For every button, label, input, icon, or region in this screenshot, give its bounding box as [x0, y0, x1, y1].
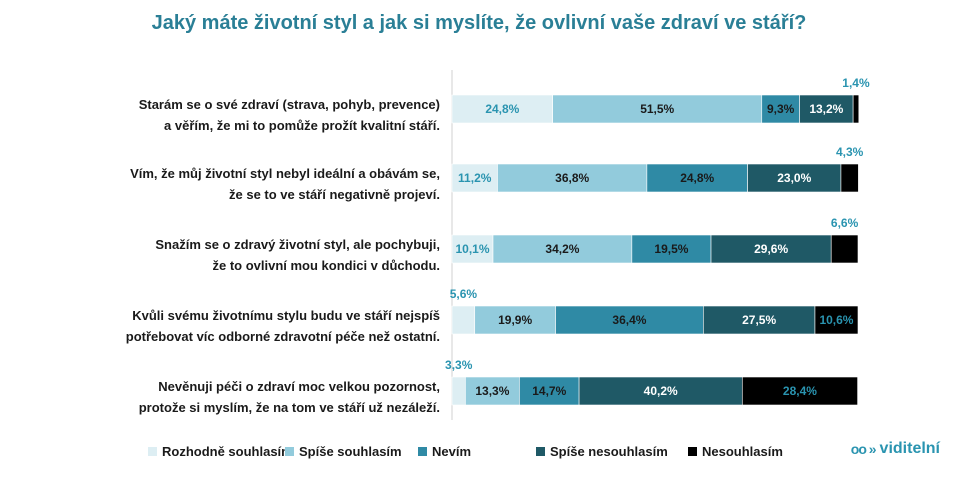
data-label: 10,1% [455, 242, 489, 256]
data-label: 19,9% [498, 313, 532, 327]
stacked-bar-chart: 24,8% 51,5% 9,3% 13,2% 1,4% 11,2% 36,8% 24,8% 23… [445, 70, 870, 420]
bar-segment [830, 234, 859, 264]
category-label: Snažím se o zdravý životní styl, ale poc… [10, 234, 440, 276]
data-label: 24,8% [485, 102, 519, 116]
bar-segment [451, 376, 466, 406]
data-label: 36,4% [612, 313, 646, 327]
data-label: 5,6% [450, 287, 478, 301]
bar-segment [646, 163, 748, 193]
legend-label: Rozhodně souhlasím [162, 444, 293, 459]
category-label: Starám se o své zdraví (strava, pohyb, p… [10, 94, 440, 136]
legend-swatch [536, 447, 545, 456]
bar-segment [703, 305, 816, 335]
category-label-line: Kvůli svému životnímu stylu budu ve stář… [132, 308, 440, 323]
data-label: 1,4% [842, 76, 870, 90]
legend-item: Spíše souhlasím [285, 444, 402, 459]
data-label: 24,8% [680, 171, 714, 185]
legend-swatch [285, 447, 294, 456]
legend-item: Nesouhlasím [688, 444, 783, 459]
legend-label: Spíše souhlasím [299, 444, 402, 459]
data-label: 13,2% [809, 102, 843, 116]
bar-segment [799, 94, 854, 124]
category-label-line: protože si myslím, že na tom ve stáří už… [138, 400, 440, 415]
category-label-line: a věřím, že mi to pomůže prožít kvalitní… [164, 118, 440, 133]
data-label: 6,6% [831, 216, 859, 230]
brand-mark-icon: oo » [850, 441, 877, 457]
bar-segment [451, 305, 476, 335]
bar-segment [474, 305, 556, 335]
bar-segment [552, 94, 763, 124]
legend-label: Nevím [432, 444, 472, 459]
bar-segment [465, 376, 520, 406]
bar-segment [710, 234, 832, 264]
bar-segment [451, 163, 498, 193]
data-label: 19,5% [654, 242, 688, 256]
bar-segment [492, 234, 633, 264]
legend: Rozhodně souhlasím Spíše souhlasím Nevím Sp… [0, 444, 958, 464]
category-label-line: Starám se o své zdraví (strava, pohyb, p… [138, 97, 440, 112]
data-label: 4,3% [836, 145, 864, 159]
legend-swatch [688, 447, 697, 456]
category-label: Nevěnuji péči o zdraví moc velkou pozorn… [10, 376, 440, 418]
data-label: 9,3% [767, 102, 795, 116]
legend-swatch [148, 447, 157, 456]
brand-name: viditelní [879, 440, 940, 457]
data-label: 3,3% [445, 358, 473, 372]
bar-segment [761, 94, 800, 124]
category-label-line: Snažím se o zdravý životní styl, ale poc… [155, 237, 440, 252]
data-label: 27,5% [742, 313, 776, 327]
bar-segment [852, 94, 860, 124]
legend-item: Spíše nesouhlasím [536, 444, 668, 459]
category-label: Vím, že můj životní styl nebyl ideální a… [10, 163, 440, 205]
data-label: 34,2% [545, 242, 579, 256]
brand-logo: oo » viditelní [851, 440, 940, 458]
legend-item: Rozhodně souhlasím [148, 444, 293, 459]
chart-title: Jaký máte životní styl a jak si myslíte,… [151, 12, 807, 34]
data-label: 51,5% [640, 102, 674, 116]
bar-segment [497, 163, 648, 193]
legend-item: Nevím [418, 444, 471, 459]
category-label-line: Nevěnuji péči o zdraví moc velkou pozorn… [158, 379, 440, 394]
bar-segment [519, 376, 580, 406]
category-label-line: že se to ve stáří negativně projeví. [229, 187, 440, 202]
bar-segment [555, 305, 704, 335]
data-label: 14,7% [532, 384, 566, 398]
legend-label: Nesouhlasím [702, 444, 783, 459]
data-label: 36,8% [555, 171, 589, 185]
bar-segment [451, 94, 553, 124]
data-label: 11,2% [458, 171, 492, 185]
data-label: 40,2% [644, 384, 678, 398]
data-label: 29,6% [754, 242, 788, 256]
bar-segment [840, 163, 859, 193]
legend-swatch [418, 447, 427, 456]
data-label: 23,0% [777, 171, 811, 185]
bar-segment [814, 305, 859, 335]
data-label: 10,6% [819, 313, 853, 327]
bar-segment [741, 376, 858, 406]
category-label-line: potřebovat víc odborné zdravotní péče ne… [125, 329, 440, 344]
category-label: Kvůli svému životnímu stylu budu ve stář… [10, 305, 440, 347]
data-label: 13,3% [475, 384, 509, 398]
data-label: 28,4% [783, 384, 817, 398]
legend-label: Spíše nesouhlasím [550, 444, 668, 459]
category-label-line: že to ovlivní mou kondici v důchodu. [212, 258, 440, 273]
category-label-line: Vím, že můj životní styl nebyl ideální a… [130, 166, 440, 181]
